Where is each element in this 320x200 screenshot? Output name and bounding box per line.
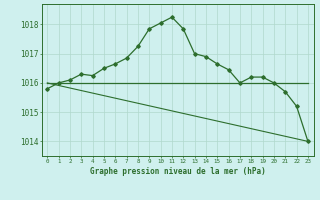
X-axis label: Graphe pression niveau de la mer (hPa): Graphe pression niveau de la mer (hPa) xyxy=(90,167,266,176)
